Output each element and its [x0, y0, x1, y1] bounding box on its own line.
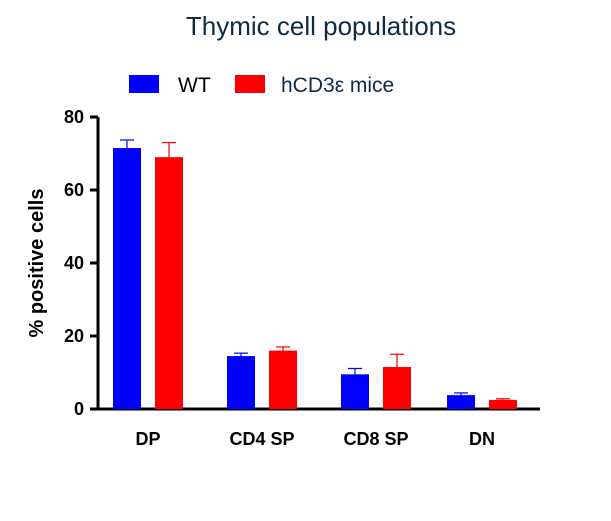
legend: WT hCD3ε mice [129, 74, 394, 97]
y-tick-label: 0 [74, 399, 84, 419]
legend-swatch [129, 75, 159, 93]
bar [341, 374, 369, 409]
x-tick-label: CD4 SP [229, 429, 294, 449]
x-tick-label: DP [135, 429, 160, 449]
y-tick-label: 60 [64, 180, 84, 200]
y-tick-label: 40 [64, 253, 84, 273]
x-tick-label: DN [469, 429, 495, 449]
legend-label: WT [178, 74, 211, 97]
bar [489, 399, 517, 409]
bar [227, 356, 255, 409]
y-axis-title: % positive cells [26, 189, 48, 338]
legend-label: hCD3ε mice [281, 74, 394, 97]
bars [113, 139, 517, 409]
legend-swatch [235, 75, 265, 93]
bar [383, 367, 411, 409]
chart-title: Thymic cell populations [186, 11, 456, 41]
x-tick-label: CD8 SP [343, 429, 408, 449]
bar [269, 350, 297, 409]
bar [113, 148, 141, 409]
bar [155, 157, 183, 409]
bar [447, 395, 475, 409]
y-tick-label: 20 [64, 326, 84, 346]
y-tick-label: 80 [64, 107, 84, 127]
